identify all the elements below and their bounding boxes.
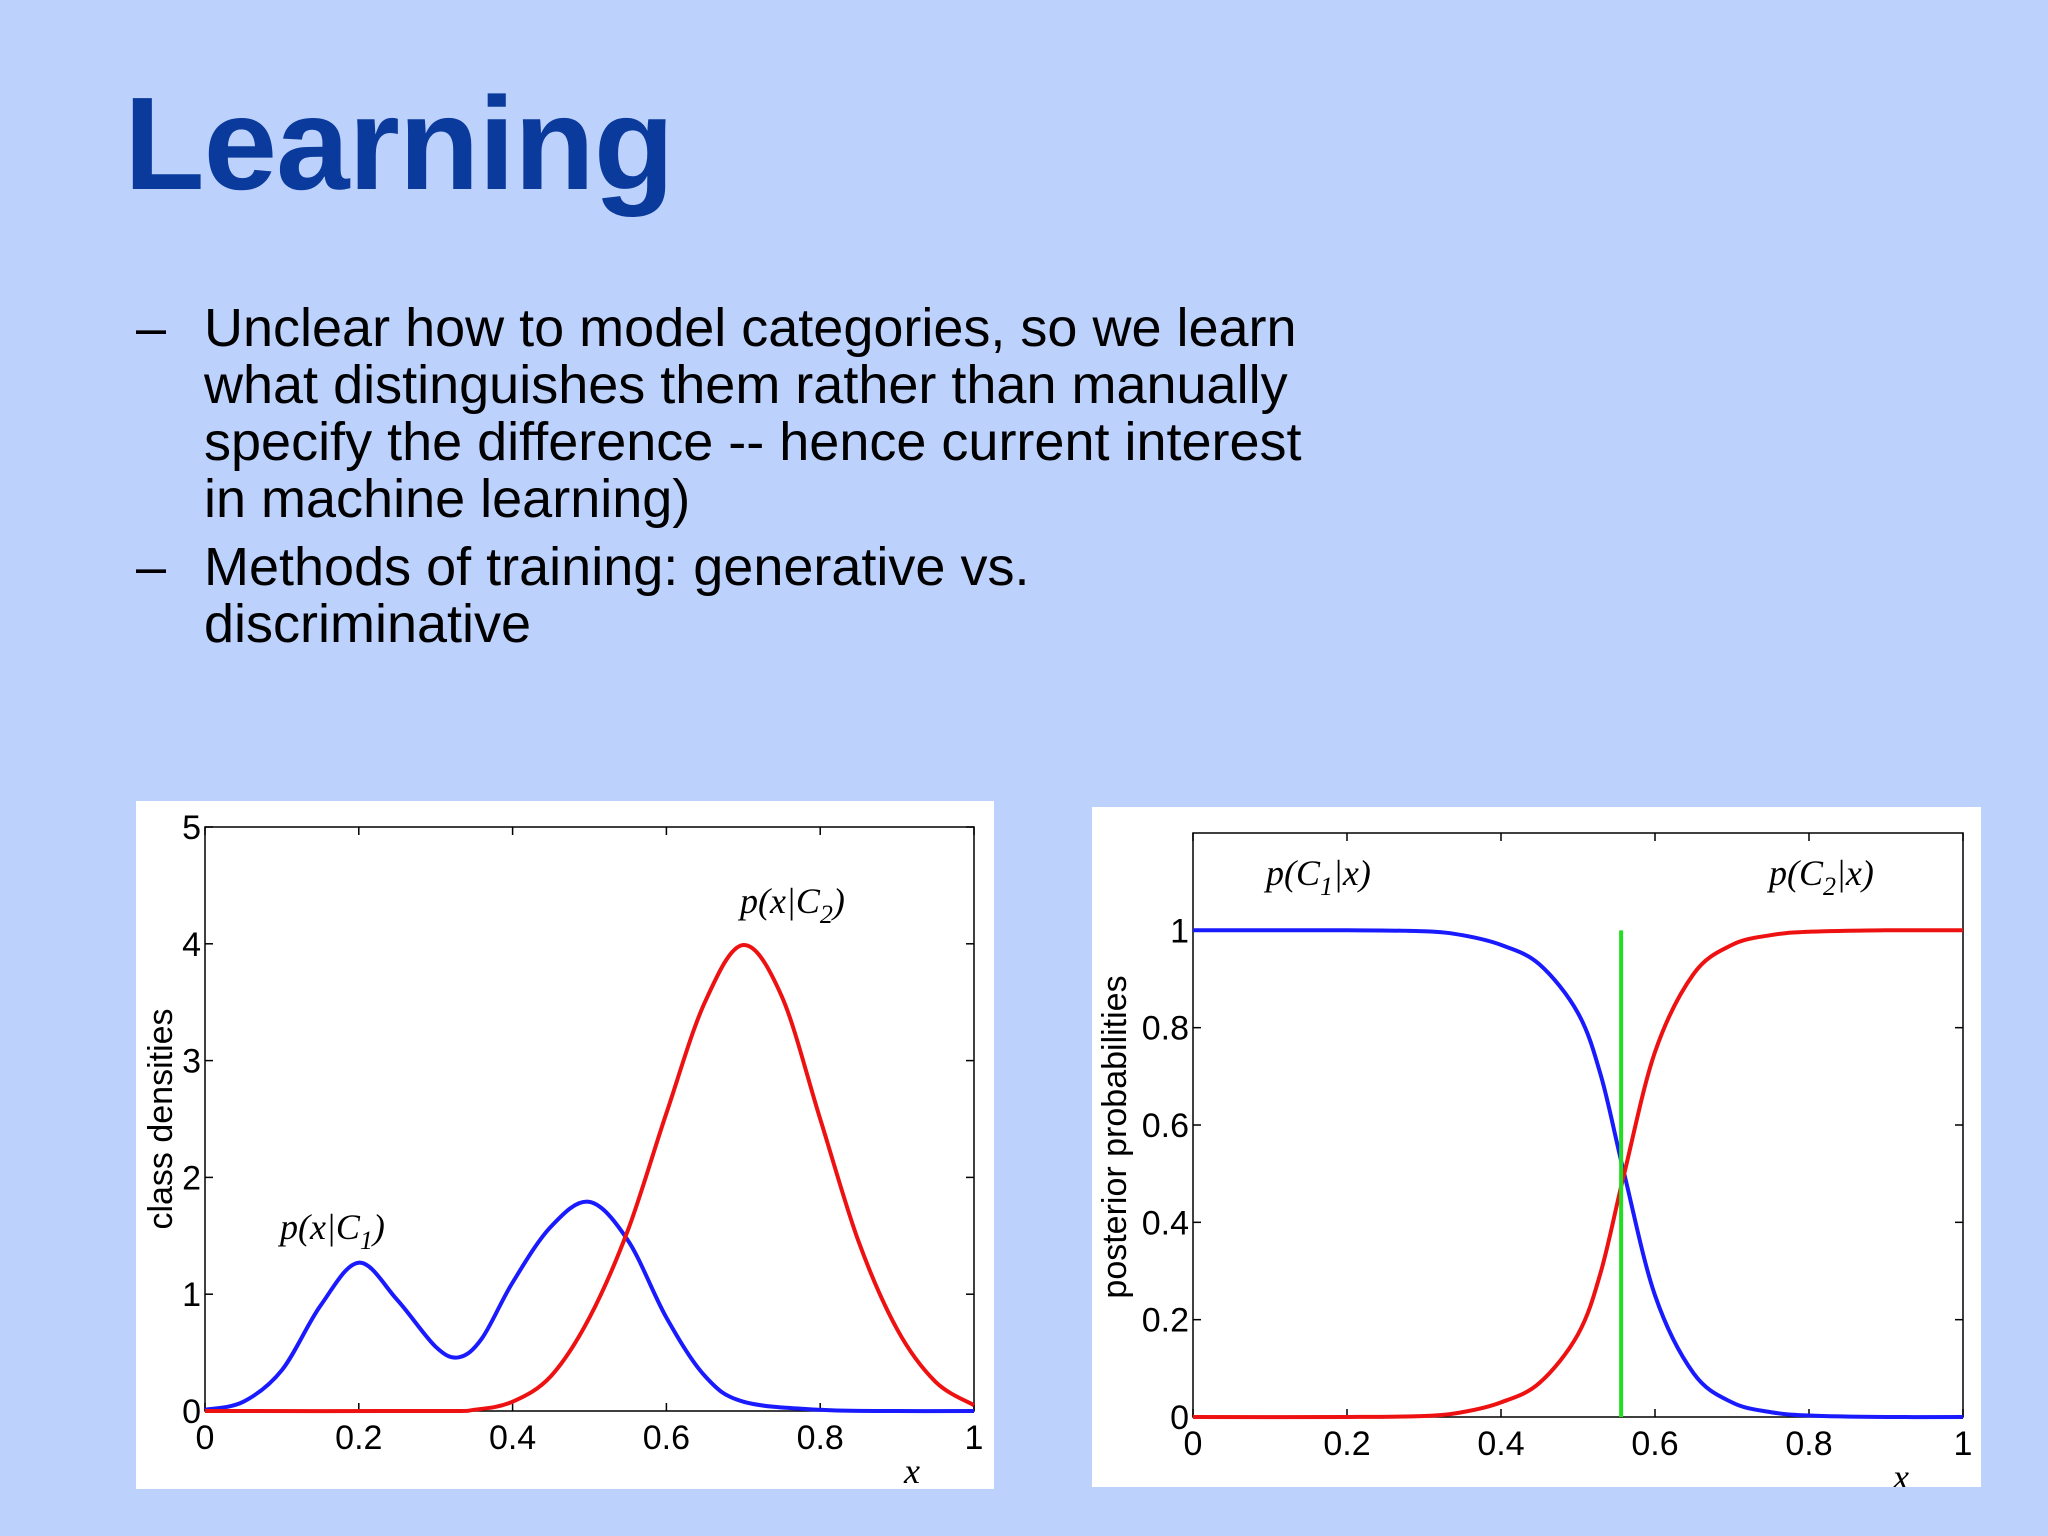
- y-axis-label: class densities: [142, 1008, 180, 1229]
- plot-frame: [1192, 832, 1964, 1418]
- bullet-item: – Methods of training: generative vs. di…: [136, 539, 1316, 653]
- series-line-1: [204, 1199, 975, 1414]
- x-tick-label: 1: [965, 1419, 984, 1457]
- posterior-probabilities-chart: 0 0.2 0.4 0.6 0.8 1 0 0.2 0.4 0.6 0.8 1 x posterior p…: [1096, 832, 1973, 1487]
- y-tick-label: 0: [1170, 1399, 1189, 1437]
- series-line-2: [1192, 928, 1964, 1420]
- x-tick-label: 0.2: [335, 1419, 382, 1457]
- y-tick-label: 4: [182, 926, 201, 964]
- y-tick-label: 2: [182, 1159, 201, 1197]
- y-tick-label: 5: [182, 809, 201, 847]
- y-tick-label: 0: [182, 1393, 201, 1431]
- x-tick-label: 0.6: [1631, 1425, 1678, 1463]
- posterior-probabilities-chart-panel: 0 0.2 0.4 0.6 0.8 1 0 0.2 0.4 0.6 0.8 1 x posterior p…: [1092, 807, 1981, 1487]
- x-tick-label: 0: [1184, 1425, 1203, 1463]
- y-tick-label: 0.8: [1142, 1010, 1189, 1048]
- y-axis-label: posterior probabilities: [1096, 975, 1134, 1298]
- y-tick-label: 0.4: [1142, 1204, 1189, 1242]
- bullet-text: Methods of training: generative vs. disc…: [204, 537, 1030, 654]
- x-tick-label: 0.8: [1785, 1425, 1832, 1463]
- series-label-1: p(x|C1): [277, 1207, 385, 1255]
- x-tick-label: 0.6: [643, 1419, 690, 1457]
- x-tick-label: 0.4: [489, 1419, 536, 1457]
- x-tick-label: 0.8: [797, 1419, 844, 1457]
- x-tick-label: 0.2: [1323, 1425, 1370, 1463]
- x-tick-label: 1: [1954, 1425, 1973, 1463]
- bullet-text: Unclear how to model categories, so we l…: [204, 298, 1302, 529]
- y-tick-label: 3: [182, 1043, 201, 1081]
- y-tick-label: 1: [182, 1276, 201, 1314]
- y-tick-label: 0.6: [1142, 1107, 1189, 1145]
- x-axis-label: x: [903, 1451, 920, 1489]
- series-label-2: p(C2|x): [1766, 853, 1874, 901]
- class-densities-chart: 0 0.2 0.4 0.6 0.8 1 0 1 2 3 4 5 x class densities p(x|…: [142, 809, 984, 1489]
- bullet-dash: –: [136, 537, 167, 597]
- series-label-1: p(C1|x): [1263, 853, 1371, 901]
- plot-frame: [204, 826, 975, 1412]
- series-line-2: [204, 943, 976, 1414]
- bullet-item: – Unclear how to model categories, so we…: [136, 300, 1316, 528]
- series-label-2: p(x|C2): [737, 881, 845, 929]
- y-tick-label: 1: [1170, 912, 1189, 950]
- bullet-list: – Unclear how to model categories, so we…: [136, 300, 1316, 664]
- x-axis-label: x: [1892, 1457, 1909, 1487]
- y-tick-label: 0.2: [1142, 1302, 1189, 1340]
- x-tick-label: 0: [196, 1419, 215, 1457]
- class-densities-chart-panel: 0 0.2 0.4 0.6 0.8 1 0 1 2 3 4 5 x class densities p(x|…: [136, 801, 994, 1489]
- bullet-dash: –: [136, 298, 167, 358]
- x-tick-label: 0.4: [1477, 1425, 1524, 1463]
- slide-title: Learning: [124, 70, 674, 217]
- series-line-1: [1192, 928, 1964, 1420]
